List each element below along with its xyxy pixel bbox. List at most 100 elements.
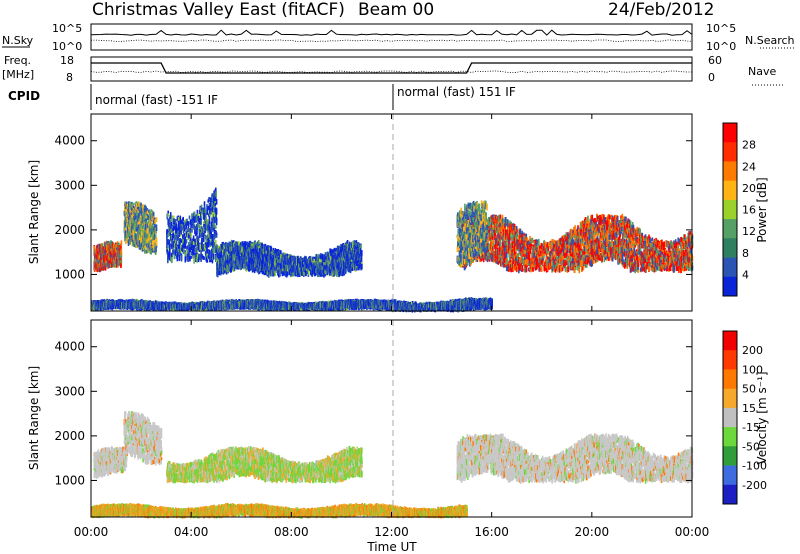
heatmap-cell (98, 251, 101, 259)
heatmap-cell (292, 272, 295, 276)
heatmap-cell (190, 225, 192, 231)
heatmap-cell (151, 239, 154, 245)
heatmap-cell (336, 270, 338, 277)
heatmap-cell (144, 205, 146, 211)
heatmap-cell (213, 194, 215, 198)
heatmap-cell (291, 263, 294, 271)
heatmap-cell (265, 250, 268, 256)
heatmap-cell (333, 247, 336, 252)
heatmap-cell (103, 253, 106, 258)
heatmap-cell (187, 223, 190, 228)
heatmap-cell (187, 227, 189, 233)
heatmap-cell (152, 212, 155, 217)
heatmap-cell (291, 259, 294, 265)
heatmap-cell (146, 223, 149, 228)
heatmap-cell (179, 238, 182, 243)
heatmap-cell (147, 221, 150, 226)
heatmap-cell (204, 209, 207, 214)
heatmap-cell (178, 232, 181, 237)
heatmap-cell (215, 232, 218, 237)
heatmap-cell (263, 260, 266, 265)
heatmap-cell (233, 266, 236, 272)
heatmap-cell (141, 238, 144, 245)
heatmap-cell (182, 244, 184, 249)
heatmap-cell (201, 243, 203, 248)
heatmap-cell (214, 250, 216, 254)
heatmap-cell (167, 232, 170, 237)
heatmap-cell (360, 244, 362, 249)
heatmap-cell (293, 260, 295, 266)
heatmap-cell (180, 244, 182, 250)
heatmap-cell (140, 237, 142, 244)
heatmap-cell (192, 216, 195, 220)
heatmap-cell (137, 202, 139, 206)
heatmap-cell (171, 256, 173, 264)
heatmap-cell (194, 229, 197, 237)
heatmap-cell (264, 257, 266, 262)
heatmap-cell (204, 214, 207, 220)
heatmap-cell (137, 221, 139, 226)
heatmap-cell (279, 249, 281, 257)
heatmap-cell (131, 222, 134, 229)
heatmap-cell (226, 258, 228, 265)
heatmap-cell (202, 236, 205, 243)
heatmap-cell (183, 222, 185, 229)
heatmap-cell (274, 260, 277, 268)
heatmap-cell (281, 272, 284, 277)
cpid-row: CPID normal (fast) -151 IF normal (fast)… (8, 84, 516, 110)
heatmap-cell (125, 217, 128, 224)
heatmap-cell (120, 259, 123, 264)
heatmap-cell (184, 243, 187, 249)
heatmap-cell (131, 211, 134, 218)
heatmap-cell (237, 241, 240, 246)
heatmap-cell (196, 214, 198, 222)
heatmap-cell (274, 248, 277, 253)
heatmap-cell (193, 216, 196, 223)
heatmap-cell (181, 219, 183, 224)
heatmap-cell (183, 228, 186, 232)
heatmap-cell (228, 249, 231, 254)
heatmap-cell (196, 229, 198, 235)
heatmap-cell (151, 211, 153, 216)
heatmap-cell (96, 258, 99, 263)
heatmap-cell (194, 248, 196, 253)
heatmap-cell (110, 254, 113, 259)
heatmap-cell (284, 268, 286, 275)
heatmap-cell (345, 268, 347, 273)
heatmap-cell (169, 217, 171, 223)
heatmap-cell (171, 252, 173, 258)
heatmap-cell (173, 234, 175, 239)
freq-tick-top: 18 (60, 54, 74, 67)
heatmap-cell (209, 210, 212, 215)
heatmap-cell (149, 227, 151, 234)
heatmap-cell (214, 218, 216, 223)
heatmap-cell (208, 203, 211, 209)
heatmap-cell (155, 228, 157, 234)
heatmap-cell (170, 228, 173, 233)
heatmap-cell (286, 267, 289, 274)
heatmap-cell (173, 241, 175, 248)
heatmap-cell (136, 211, 139, 218)
power-data (91, 187, 694, 313)
heatmap-cell (137, 215, 139, 220)
heatmap-cell (208, 197, 210, 202)
heatmap-cell (149, 243, 152, 250)
date-label: 24/Feb/2012 (608, 0, 714, 20)
heatmap-cell (192, 238, 195, 245)
heatmap-cell (181, 247, 183, 251)
heatmap-cell (141, 231, 144, 236)
heatmap-cell (188, 215, 191, 220)
nsky-panel: N.Sky 10^5 10^0 10^5 10^0 N.Search (2, 22, 796, 53)
heatmap-cell (126, 238, 129, 243)
heatmap-cell (166, 229, 168, 235)
heatmap-cell (279, 271, 281, 277)
heatmap-cell (360, 256, 363, 261)
heatmap-cell (179, 215, 182, 223)
heatmap-cell (210, 232, 212, 239)
heatmap-cell (214, 197, 217, 202)
heatmap-cell (118, 243, 120, 248)
heatmap-cell (177, 248, 180, 253)
heatmap-cell (207, 255, 209, 260)
heatmap-cell (198, 224, 201, 228)
